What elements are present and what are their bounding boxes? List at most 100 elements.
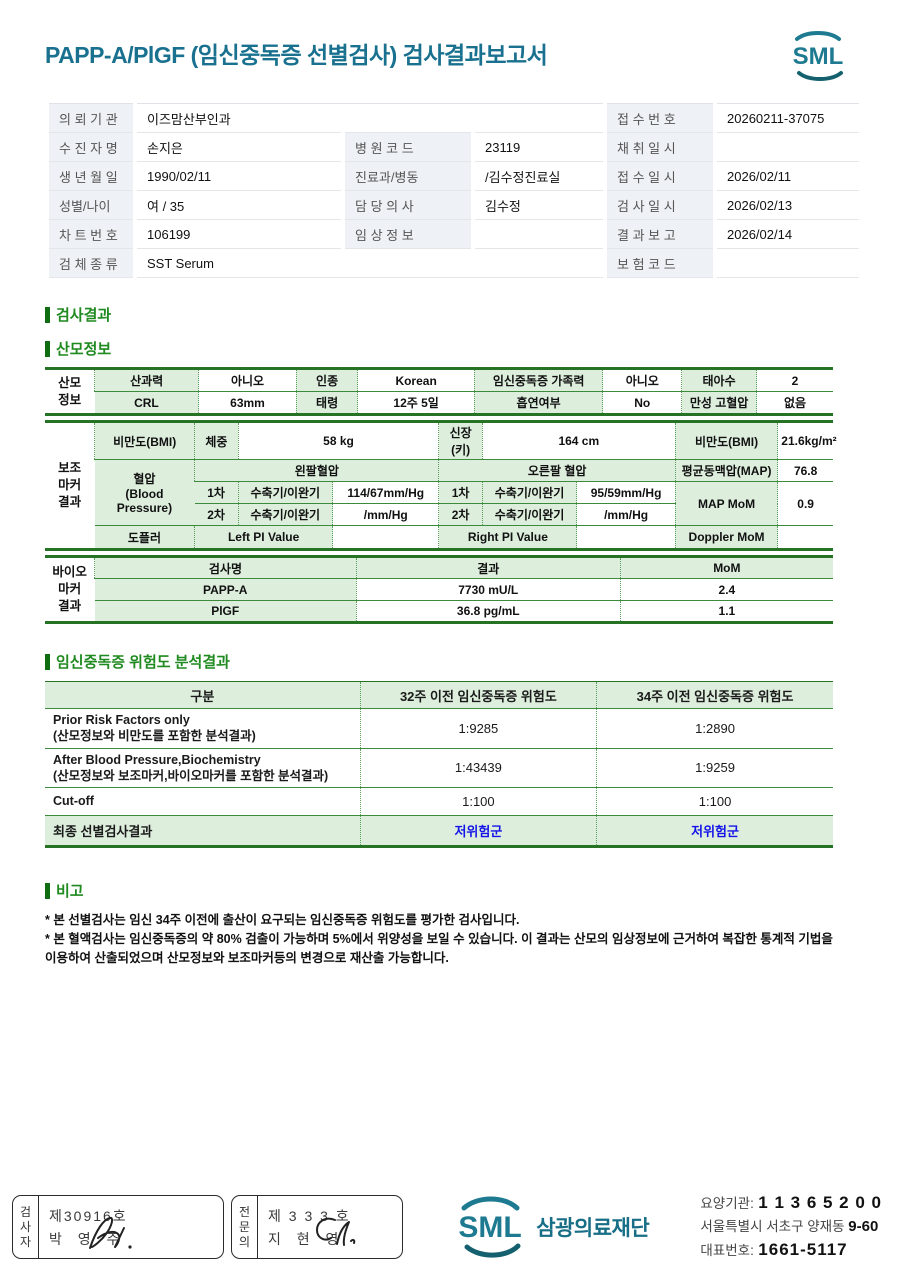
cell-label: Right PI Value	[438, 525, 577, 550]
table-row: 도플러 Left PI Value Right PI Value Doppler…	[45, 525, 833, 550]
table-row: 1차 수축기/이완기 114/67mm/Hg 1차 수축기/이완기 95/59m…	[45, 481, 833, 526]
field-value	[473, 219, 606, 249]
test-mom: 1.1	[619, 600, 833, 623]
field-value: 김수정	[473, 190, 606, 220]
section-bar	[45, 882, 50, 899]
address-line: 서울특별시 서초구 양재동 9-60	[700, 1218, 879, 1236]
label-line: Pressure)	[116, 501, 173, 515]
field-label: 보 험 코 드	[603, 248, 718, 278]
risk-row-label: Prior Risk Factors only (산모정보와 비만도를 포함한 …	[45, 708, 361, 748]
table-row: After Blood Pressure,Biochemistry (산모정보와…	[45, 747, 833, 788]
risk-sub: (산모정보와 비만도를 포함한 분석결과)	[53, 729, 256, 744]
examiner-stamp: 검 사 자 제30916호 박 영 주	[12, 1195, 224, 1259]
field-value: 2026/02/11	[715, 161, 860, 191]
field-value: SST Serum	[135, 248, 606, 278]
specialist-role-label: 전 문 의	[232, 1196, 258, 1258]
examiner-role-label: 검 사 자	[13, 1196, 39, 1258]
group-label: 보조 마커 결과	[45, 421, 95, 550]
signature-stamps: 검 사 자 제30916호 박 영 주 전 문 의	[12, 1195, 403, 1259]
contact-info: 요양기관: 1 1 3 6 5 2 0 0 서울특별시 서초구 양재동 9-60…	[700, 1191, 882, 1262]
role-char: 검	[19, 1204, 32, 1219]
specialist-stamp: 전 문 의 제 3 3 3 호 지 현 영	[231, 1195, 403, 1259]
group-line: 마커	[58, 582, 82, 597]
field-label: 검 체 종 류	[45, 248, 137, 278]
aux-marker-table: 보조 마커 결과 비만도(BMI) 체중 58 kg 신장(키) 164 cm …	[45, 420, 837, 551]
cell-value: 12주 5일	[357, 391, 475, 415]
sml-footer-logo-icon: SML	[459, 1196, 522, 1258]
field-value: /김수정진료실	[473, 161, 606, 191]
cell-value: /mm/Hg	[576, 503, 676, 526]
field-label: 담 당 의 사	[341, 190, 475, 220]
remark-line: * 본 선별검사는 임신 34주 이전에 출산이 요구되는 임신중독증 위험도를…	[45, 913, 520, 927]
cell-label: 오른팔 혈압	[438, 459, 676, 482]
cell-label: CRL	[94, 391, 199, 415]
cell-value: 95/59mm/Hg	[576, 481, 676, 504]
label-line: 혈압	[133, 472, 156, 486]
cell-value: No	[602, 391, 682, 415]
cell-label: MAP MoM	[674, 481, 778, 526]
cell-label: 도플러	[94, 525, 195, 550]
test-name: PlGF	[94, 600, 357, 623]
risk-row-label: Cut-off	[45, 787, 361, 816]
signature-icon	[88, 1216, 132, 1249]
remark-line: * 본 혈액검사는 임신중독증의 약 80% 검출이 가능하며 5%에서 위양성…	[45, 931, 833, 965]
risk-name: Prior Risk Factors only	[53, 713, 190, 727]
field-label: 성별/나이	[45, 190, 137, 220]
risk-value-32w: 1:9285	[359, 708, 597, 748]
label-line: (Blood	[125, 487, 164, 501]
cell-label: 태령	[295, 391, 358, 415]
field-label: 차 트 번 호	[45, 219, 137, 249]
specialist-name: 지 현 영	[268, 1230, 345, 1247]
field-value: 이즈맘산부인과	[135, 103, 606, 133]
field-value: 2026/02/14	[715, 219, 860, 249]
table-row: 구분 32주 이전 임신중독증 위험도 34주 이전 임신중독증 위험도	[45, 681, 833, 709]
table-row: 산모 정보 산과력 아니오 인종 Korean 임신중독증 가족력 아니오 태아…	[45, 368, 833, 415]
table-row: CRL 63mm 태령 12주 5일 흡연여부 No 만성 고혈압 없음	[45, 391, 833, 415]
cell-value: Korean	[357, 368, 475, 392]
risk-value-34w: 1:9259	[596, 747, 833, 788]
risk-value-34w: 1:2890	[596, 708, 833, 748]
cell-label: 수축기/이완기	[481, 503, 577, 526]
section-bar	[45, 306, 50, 323]
cell-label: 2차	[438, 503, 483, 526]
cell-label: Doppler MoM	[674, 525, 778, 550]
group-line: 산모	[58, 375, 82, 390]
cell-value: 아니오	[198, 368, 297, 392]
test-mom: 2.4	[619, 578, 833, 601]
cell-label: 수축기/이완기	[237, 503, 333, 526]
provider-number-line: 요양기관: 1 1 3 6 5 2 0 0	[700, 1193, 882, 1213]
risk-sub: (산모정보와 보조마커,바이오마커를 포함한 분석결과)	[53, 768, 329, 783]
cell-label: 평균동맥압(MAP)	[674, 459, 778, 482]
section-title: 임신중독증 위험도 분석결과	[56, 654, 230, 671]
cell-label: 혈압 (Blood Pressure)	[94, 459, 195, 526]
cell-value: /mm/Hg	[332, 503, 439, 526]
cell-label: 임신중독증 가족력	[473, 368, 603, 392]
cell-value: 2	[756, 368, 833, 392]
table-row: 혈압 (Blood Pressure) 왼팔혈압 오른팔 혈압 평균동맥압(MA…	[45, 459, 833, 526]
risk-value-34w: 1:100	[596, 787, 833, 816]
section-title: 비고	[56, 883, 84, 900]
role-char: 문	[238, 1219, 251, 1234]
field-value: 20260211-37075	[715, 103, 860, 133]
remarks-text: * 본 선별검사는 임신 34주 이전에 출산이 요구되는 임신중독증 위험도를…	[45, 911, 845, 967]
role-char: 의	[238, 1234, 251, 1249]
column-header: 결과	[355, 556, 621, 579]
cell-label: 체중	[194, 421, 239, 460]
risk-value-32w: 1:43439	[359, 747, 597, 788]
cell-value: 164 cm	[481, 421, 676, 460]
table-row: Cut-off 1:100 1:100	[45, 787, 833, 816]
column-header: 검사명	[94, 556, 357, 579]
cell-value	[332, 525, 439, 550]
table-row: PAPP-A 7730 mU/L 2.4	[45, 578, 833, 601]
section-bar	[45, 340, 50, 357]
cell-label: 인종	[295, 368, 358, 392]
table-row: 생 년 월 일 1990/02/11 진료과/병동 /김수정진료실 접 수 일 …	[45, 161, 860, 191]
group-label: 바이오 마커 결과	[45, 556, 95, 623]
risk-row-label: After Blood Pressure,Biochemistry (산모정보와…	[45, 747, 361, 788]
report-footer: 검 사 자 제30916호 박 영 주 전 문 의	[12, 1189, 882, 1265]
table-row: 최종 선별검사결과 저위험군 저위험군	[45, 815, 833, 847]
group-label: 산모 정보	[45, 368, 95, 415]
cell-label: 수축기/이완기	[237, 481, 333, 504]
cell-label: 신장(키)	[438, 421, 483, 460]
